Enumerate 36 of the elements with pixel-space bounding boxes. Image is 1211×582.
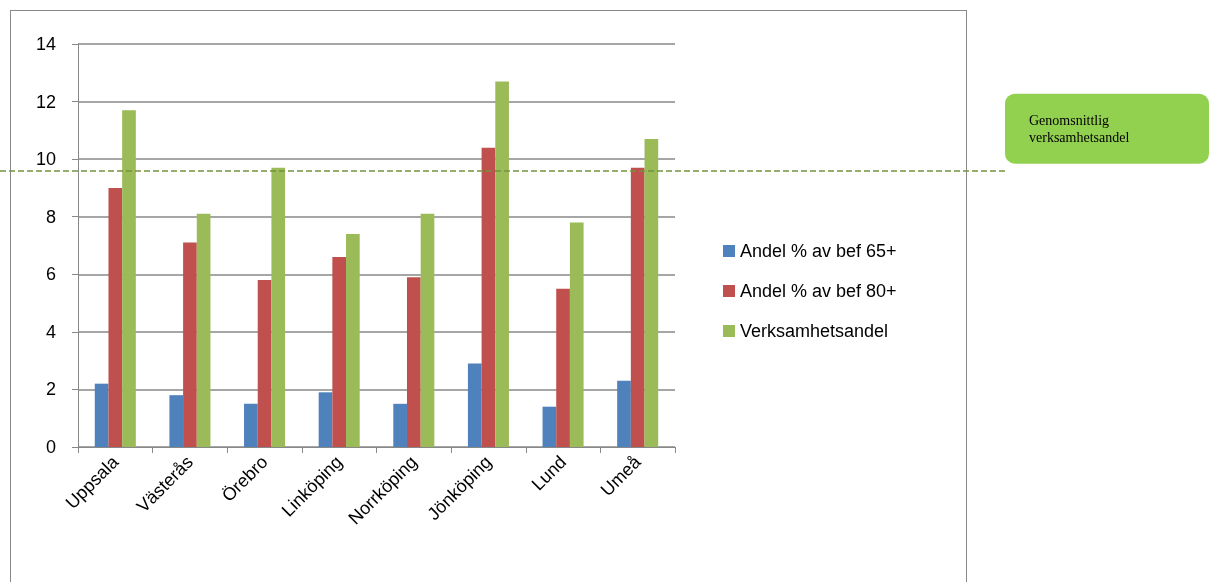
bar: [318, 392, 333, 447]
y-tick-label: 12: [35, 91, 56, 112]
y-tick-label: 10: [35, 149, 56, 170]
bar: [122, 110, 136, 447]
y-tick-label: 14: [35, 34, 56, 54]
bar: [332, 257, 347, 447]
bar: [183, 242, 197, 447]
y-tick-label: 0: [45, 437, 56, 457]
ref-line-label: Genomsnittlig verksamhetsandel: [1029, 112, 1130, 145]
bar: [420, 213, 435, 447]
y-tick-label: 2: [45, 379, 56, 400]
bar: [271, 167, 286, 447]
bar: [169, 395, 184, 447]
bar: [94, 383, 109, 447]
y-tick-label: 8: [45, 206, 56, 227]
bar: [542, 406, 557, 447]
bar: [644, 138, 659, 447]
bar: [108, 187, 123, 447]
bar: [617, 380, 631, 447]
bar: [630, 167, 645, 447]
bar: [495, 81, 509, 447]
bar: [244, 403, 258, 447]
bar: [569, 222, 584, 447]
legend-label: Verksamhetsandel: [740, 321, 889, 341]
y-tick-label: 4: [45, 321, 56, 342]
legend-label: Andel % av bef 65+: [740, 241, 897, 261]
y-tick-label: 6: [45, 264, 56, 285]
bar: [481, 147, 496, 447]
bar: [406, 277, 421, 447]
bar: [346, 233, 360, 447]
bar: [257, 280, 272, 447]
bar: [196, 213, 211, 447]
legend-label: Andel % av bef 80+: [740, 281, 897, 301]
bar: [393, 403, 407, 447]
bar: [556, 288, 570, 447]
bar: [467, 363, 482, 447]
